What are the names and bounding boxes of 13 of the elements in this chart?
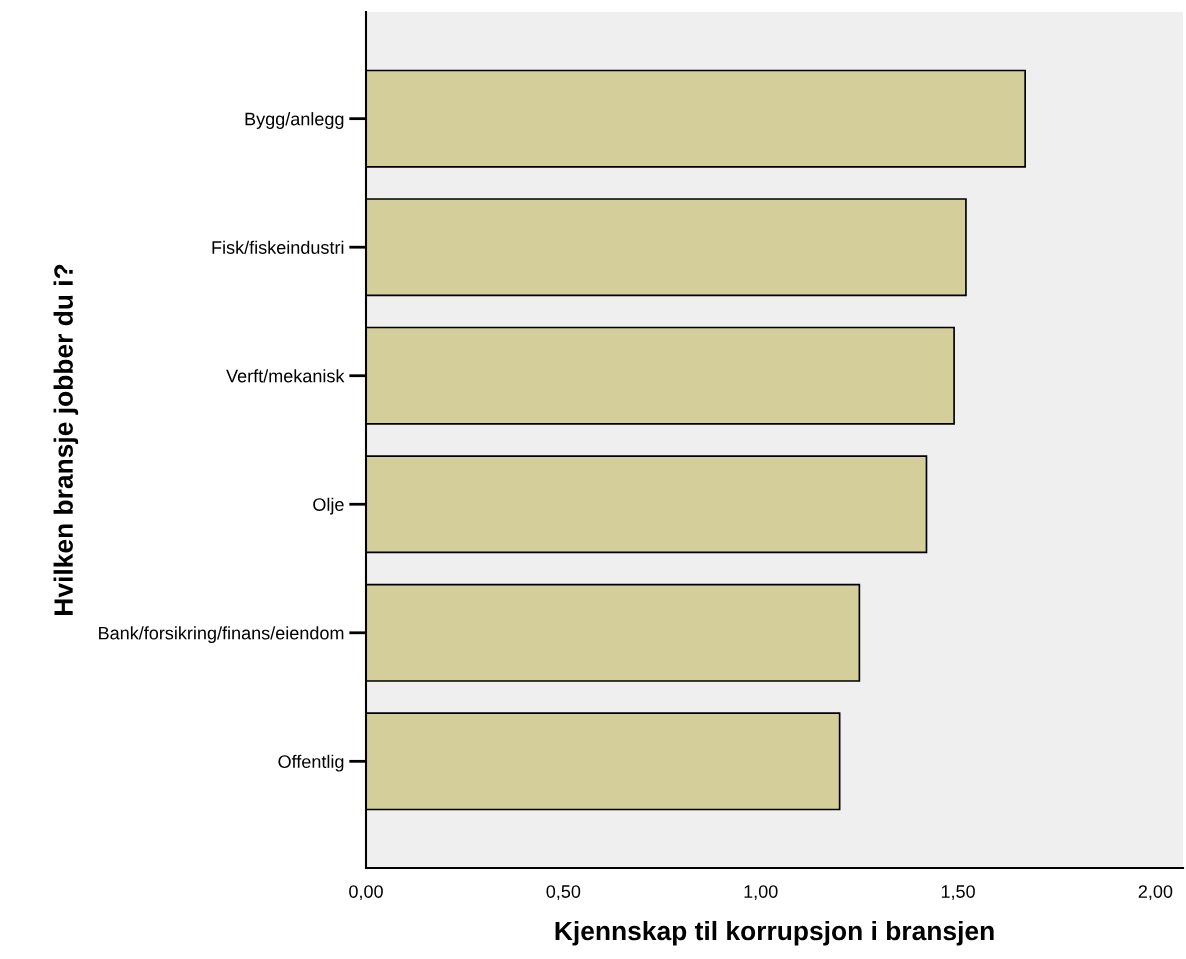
- y-tick-label: Bygg/anlegg: [245, 112, 344, 129]
- x-tick-label: 0,00: [349, 885, 383, 901]
- x-tick-label: 2,00: [1138, 885, 1173, 901]
- x-tick-label: 1,00: [744, 885, 778, 901]
- y-tick-label: Olje: [313, 497, 344, 515]
- x-tick-label: 1,50: [941, 885, 975, 901]
- y-axis-title: Hvilken bransje jobber du i?: [53, 264, 79, 615]
- x-axis-title: Kjennskap til korrupsjon i bransjen: [555, 920, 994, 946]
- y-tick-label: Verft/mekanisk: [226, 369, 345, 383]
- y-tick-label: Offentlig: [278, 754, 344, 772]
- x-tick-label: 0,50: [546, 885, 581, 901]
- y-tick-label: Fisk/fiskeindustri: [212, 240, 344, 254]
- y-tick-label: Bank/forsikring/finans/eiendom: [99, 626, 344, 644]
